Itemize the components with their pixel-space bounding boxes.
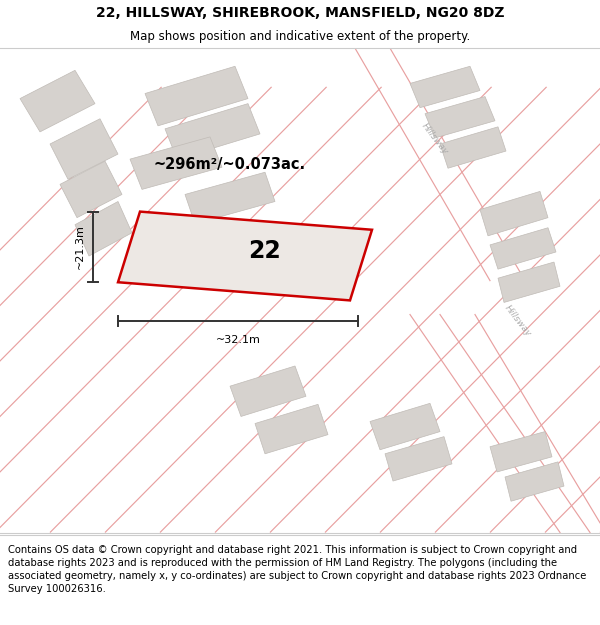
- Polygon shape: [165, 104, 260, 159]
- Polygon shape: [425, 96, 495, 138]
- Polygon shape: [490, 432, 552, 472]
- Polygon shape: [145, 66, 248, 126]
- Polygon shape: [505, 462, 564, 501]
- Polygon shape: [20, 71, 95, 132]
- Polygon shape: [118, 212, 372, 301]
- Polygon shape: [185, 173, 275, 224]
- Polygon shape: [370, 403, 440, 450]
- Polygon shape: [75, 201, 132, 256]
- Polygon shape: [50, 119, 118, 179]
- Polygon shape: [410, 66, 480, 108]
- Polygon shape: [498, 262, 560, 302]
- Text: Hillsway: Hillsway: [420, 121, 450, 156]
- Text: Contains OS data © Crown copyright and database right 2021. This information is : Contains OS data © Crown copyright and d…: [8, 544, 586, 594]
- Polygon shape: [385, 437, 452, 481]
- Text: 22: 22: [248, 239, 281, 263]
- Polygon shape: [230, 366, 306, 416]
- Polygon shape: [480, 191, 548, 236]
- Text: Hillsway: Hillsway: [503, 303, 533, 338]
- Text: ~296m²/~0.073ac.: ~296m²/~0.073ac.: [154, 157, 306, 172]
- Polygon shape: [440, 127, 506, 168]
- Text: 22, HILLSWAY, SHIREBROOK, MANSFIELD, NG20 8DZ: 22, HILLSWAY, SHIREBROOK, MANSFIELD, NG2…: [96, 6, 504, 21]
- Text: Map shows position and indicative extent of the property.: Map shows position and indicative extent…: [130, 29, 470, 42]
- Polygon shape: [60, 161, 122, 217]
- Polygon shape: [130, 137, 222, 189]
- Text: ~21.3m: ~21.3m: [75, 224, 85, 269]
- Text: ~32.1m: ~32.1m: [215, 335, 260, 345]
- Polygon shape: [490, 228, 556, 269]
- Polygon shape: [255, 404, 328, 454]
